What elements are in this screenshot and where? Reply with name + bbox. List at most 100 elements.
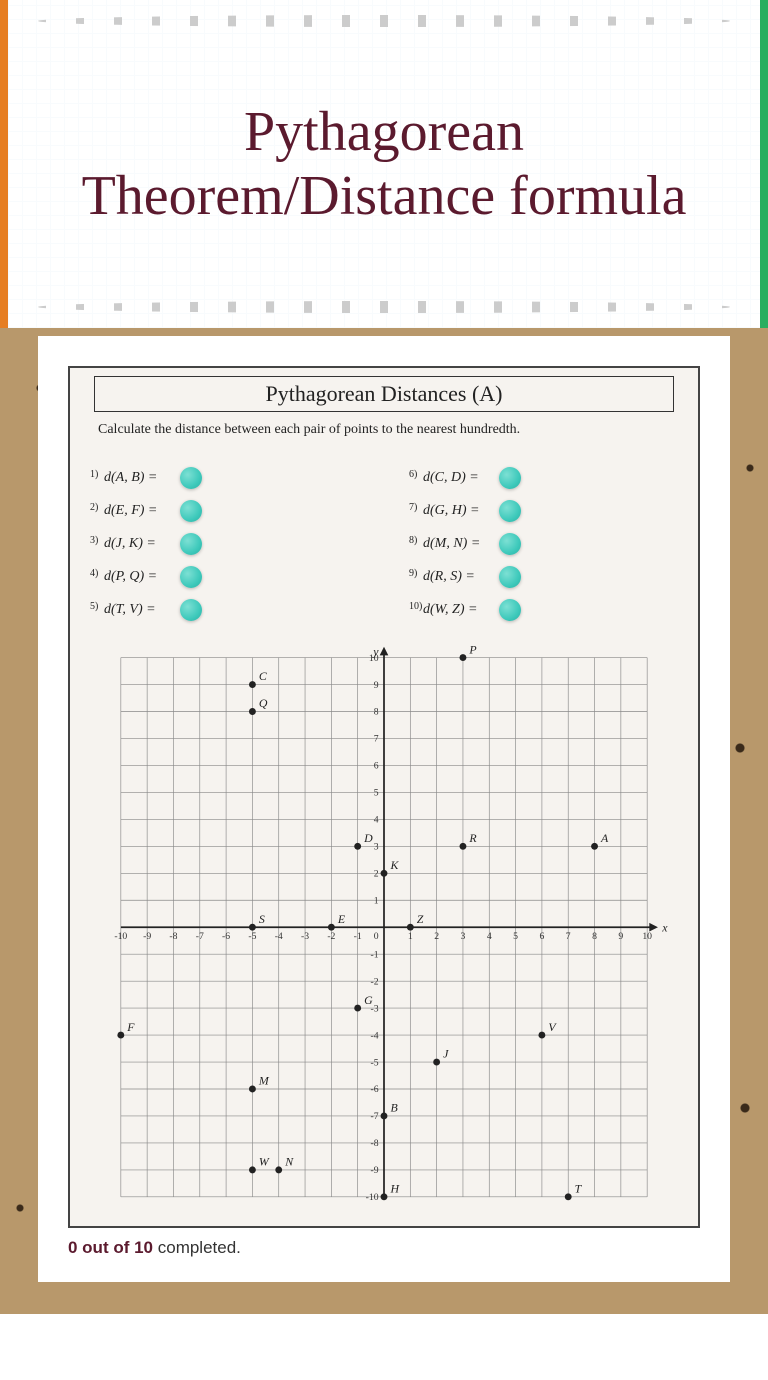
svg-text:10: 10: [642, 931, 652, 942]
progress-text: 0 out of 10 completed.: [68, 1238, 700, 1258]
svg-text:0: 0: [374, 931, 379, 942]
svg-text:E: E: [337, 912, 346, 926]
problem-row: 2)d(E, F) =: [90, 496, 369, 526]
svg-text:-9: -9: [143, 931, 151, 942]
problem-label: d(P, Q) =: [104, 569, 176, 585]
svg-text:-10: -10: [114, 931, 127, 942]
worksheet-image: Pythagorean Distances (A) Calculate the …: [68, 366, 700, 1228]
svg-text:-4: -4: [371, 1030, 379, 1041]
problem-number: 3): [90, 535, 104, 546]
answer-input-dot[interactable]: [499, 533, 521, 555]
svg-text:T: T: [575, 1182, 583, 1196]
problem-number: 4): [90, 568, 104, 579]
problem-row: 10)d(W, Z) =: [409, 595, 688, 625]
worksheet-title: Pythagorean Distances (A): [95, 381, 673, 407]
svg-text:-9: -9: [371, 1165, 379, 1176]
svg-text:D: D: [363, 831, 373, 845]
problem-row: 6)d(C, D) =: [409, 463, 688, 493]
problems-area: 1)d(A, B) =2)d(E, F) =3)d(J, K) =4)d(P, …: [70, 444, 698, 632]
svg-text:-8: -8: [169, 931, 177, 942]
svg-text:Z: Z: [417, 912, 424, 926]
coordinate-graph: -10-9-8-7-6-5-4-3-2-112345678910-10-9-8-…: [70, 632, 698, 1218]
page-title: Pythagorean Theorem/Distance formula: [8, 100, 760, 229]
svg-text:N: N: [284, 1155, 294, 1169]
answer-input-dot[interactable]: [180, 566, 202, 588]
header-banner: Pythagorean Theorem/Distance formula: [0, 0, 768, 328]
problem-label: d(C, D) =: [423, 470, 495, 486]
svg-text:4: 4: [487, 931, 492, 942]
svg-text:9: 9: [374, 680, 379, 691]
svg-text:W: W: [259, 1155, 270, 1169]
svg-text:-7: -7: [196, 931, 204, 942]
svg-text:-5: -5: [371, 1057, 379, 1068]
svg-text:B: B: [390, 1101, 397, 1115]
svg-text:4: 4: [374, 815, 379, 826]
svg-text:H: H: [389, 1182, 400, 1196]
svg-text:7: 7: [566, 931, 571, 942]
svg-text:3: 3: [461, 931, 466, 942]
svg-text:3: 3: [374, 842, 379, 853]
svg-text:1: 1: [408, 931, 413, 942]
problem-row: 5)d(T, V) =: [90, 595, 369, 625]
svg-text:-2: -2: [371, 976, 379, 987]
problem-number: 2): [90, 502, 104, 513]
problem-row: 8)d(M, N) =: [409, 529, 688, 559]
svg-text:-3: -3: [301, 931, 309, 942]
problems-right-column: 6)d(C, D) =7)d(G, H) =8)d(M, N) =9)d(R, …: [409, 460, 688, 628]
worksheet-card: Pythagorean Distances (A) Calculate the …: [38, 336, 730, 1282]
svg-text:F: F: [126, 1020, 135, 1034]
problem-row: 4)d(P, Q) =: [90, 562, 369, 592]
answer-input-dot[interactable]: [499, 599, 521, 621]
svg-text:A: A: [600, 831, 609, 845]
problem-label: d(J, K) =: [104, 536, 176, 552]
svg-text:-8: -8: [371, 1138, 379, 1149]
svg-text:-2: -2: [327, 931, 335, 942]
svg-text:M: M: [258, 1074, 270, 1088]
problem-label: d(T, V) =: [104, 602, 176, 618]
problem-row: 3)d(J, K) =: [90, 529, 369, 559]
svg-text:K: K: [389, 858, 399, 872]
problem-number: 8): [409, 535, 423, 546]
problem-label: d(A, B) =: [104, 470, 176, 486]
problem-label: d(R, S) =: [423, 569, 495, 585]
svg-text:S: S: [259, 912, 265, 926]
svg-text:7: 7: [374, 734, 379, 745]
svg-text:5: 5: [513, 931, 518, 942]
problem-number: 9): [409, 568, 423, 579]
problem-number: 6): [409, 469, 423, 480]
svg-text:-4: -4: [275, 931, 283, 942]
svg-text:6: 6: [539, 931, 544, 942]
svg-text:P: P: [468, 642, 476, 656]
worksheet-instruction: Calculate the distance between each pair…: [70, 412, 698, 444]
problem-row: 1)d(A, B) =: [90, 463, 369, 493]
svg-text:G: G: [364, 993, 373, 1007]
answer-input-dot[interactable]: [499, 566, 521, 588]
progress-count: 0 out of 10: [68, 1238, 153, 1257]
svg-text:V: V: [548, 1020, 557, 1034]
answer-input-dot[interactable]: [180, 500, 202, 522]
problem-number: 10): [409, 601, 423, 612]
graph-svg: -10-9-8-7-6-5-4-3-2-112345678910-10-9-8-…: [82, 636, 686, 1218]
answer-input-dot[interactable]: [499, 500, 521, 522]
worksheet-title-box: Pythagorean Distances (A): [94, 376, 674, 412]
problems-left-column: 1)d(A, B) =2)d(E, F) =3)d(J, K) =4)d(P, …: [90, 460, 369, 628]
problem-label: d(W, Z) =: [423, 602, 495, 618]
progress-suffix: completed.: [153, 1238, 241, 1257]
problem-number: 5): [90, 601, 104, 612]
answer-input-dot[interactable]: [180, 467, 202, 489]
svg-text:2: 2: [374, 869, 379, 880]
svg-text:R: R: [468, 831, 477, 845]
cork-background: Pythagorean Distances (A) Calculate the …: [0, 328, 768, 1314]
problem-row: 9)d(R, S) =: [409, 562, 688, 592]
svg-text:6: 6: [374, 761, 379, 772]
svg-text:Q: Q: [259, 696, 268, 710]
svg-text:1: 1: [374, 895, 379, 906]
problem-number: 7): [409, 502, 423, 513]
svg-text:5: 5: [374, 788, 379, 799]
svg-text:-7: -7: [371, 1111, 379, 1122]
answer-input-dot[interactable]: [499, 467, 521, 489]
svg-text:8: 8: [374, 707, 379, 718]
answer-input-dot[interactable]: [180, 599, 202, 621]
answer-input-dot[interactable]: [180, 533, 202, 555]
svg-text:x: x: [661, 921, 668, 935]
